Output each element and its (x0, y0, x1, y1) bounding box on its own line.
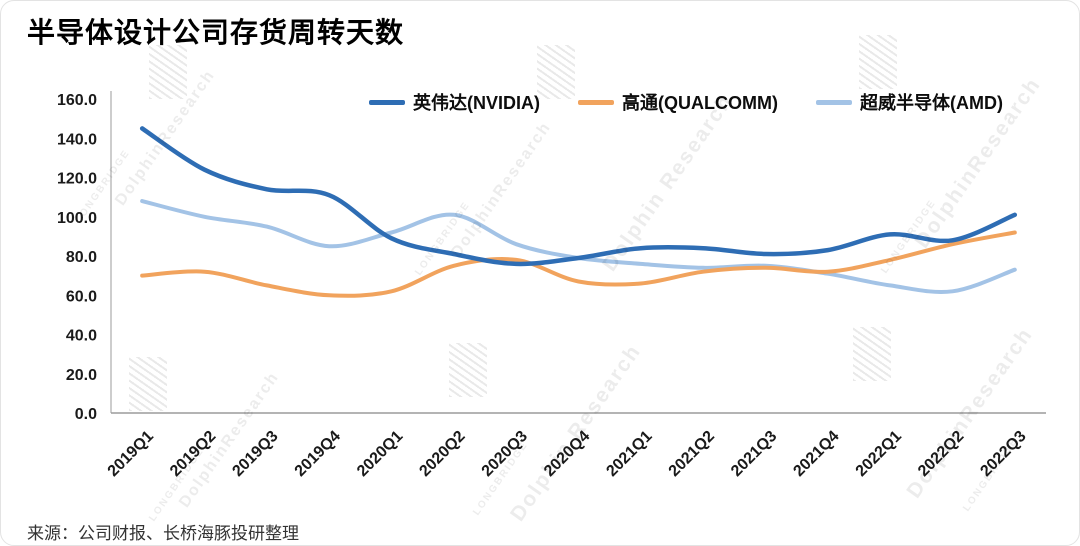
x-axis-label: 2020Q4 (541, 428, 593, 480)
x-axis-label: 2020Q1 (354, 428, 406, 480)
y-axis-label: 120.0 (57, 171, 97, 188)
x-axis-label: 2019Q3 (229, 428, 281, 480)
series-line-1 (139, 126, 1018, 267)
legend-marker (578, 99, 614, 105)
x-axis-label: 2020Q2 (416, 428, 468, 480)
chart-legend: 英伟达(NVIDIA) 高通(QUALCOMM) 超威半导体(AMD) (369, 89, 1003, 115)
legend-label: 超威半导体(AMD) (859, 93, 1003, 113)
legend-item-2: 高通(QUALCOMM) (578, 89, 778, 115)
y-axis-label: 80.0 (66, 249, 97, 266)
x-axis-label: 2019Q2 (167, 428, 219, 480)
x-axis-label: 2021Q2 (666, 428, 718, 480)
y-axis-label: 20.0 (66, 367, 97, 384)
legend-label: 高通(QUALCOMM) (622, 93, 778, 113)
y-axis-label: 140.0 (57, 131, 97, 148)
x-axis-label: 2022Q3 (977, 428, 1029, 480)
y-axis-label: 100.0 (57, 210, 97, 227)
y-axis-label: 160.0 (57, 92, 97, 109)
source-note: 来源：公司财报、长桥海豚投研整理 (27, 524, 299, 543)
y-axis-label: 60.0 (66, 288, 97, 305)
chart-title: 半导体设计公司存货周转天数 (27, 17, 405, 48)
series-line-2 (140, 230, 1017, 298)
legend-item-1: 英伟达(NVIDIA) (369, 89, 540, 115)
x-axis-label: 2020Q3 (479, 428, 531, 480)
legend-item-3: 超威半导体(AMD) (815, 89, 1003, 115)
x-axis-label: 2021Q4 (790, 428, 842, 480)
y-axis-label: 40.0 (66, 328, 97, 345)
legend-marker (815, 99, 852, 105)
x-axis-label: 2021Q1 (603, 428, 655, 480)
x-axis-label: 2022Q2 (915, 428, 967, 480)
x-axis-label: 2019Q1 (105, 428, 157, 480)
x-axis-label: 2019Q4 (292, 428, 344, 480)
y-axis-label: 0.0 (75, 406, 97, 423)
legend-label: 英伟达(NVIDIA) (413, 93, 540, 113)
legend-marker (369, 99, 405, 105)
x-axis-label: 2022Q1 (853, 428, 905, 480)
x-axis-label: 2021Q3 (728, 428, 780, 480)
series-line-3 (140, 199, 1017, 294)
